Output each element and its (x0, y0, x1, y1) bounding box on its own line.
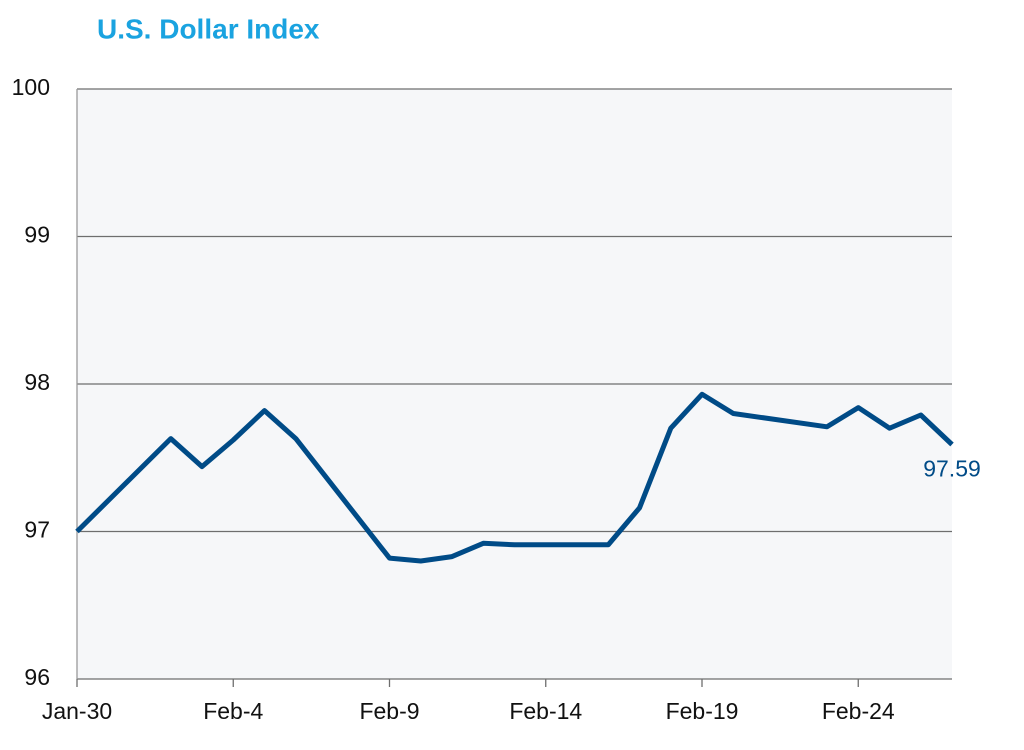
chart-title: U.S. Dollar Index (97, 13, 320, 44)
x-tick-label: Feb-14 (509, 698, 582, 724)
x-tick-label: Feb-19 (666, 698, 739, 724)
x-tick-label: Feb-24 (822, 698, 895, 724)
x-tick-label: Jan-30 (42, 698, 112, 724)
y-tick-label: 96 (24, 664, 50, 690)
x-tick-label: Feb-9 (359, 698, 419, 724)
data-label: 97.59 (923, 456, 981, 482)
x-tick-label: Feb-4 (203, 698, 263, 724)
y-tick-label: 100 (12, 74, 50, 100)
y-tick-label: 99 (24, 222, 50, 248)
y-tick-label: 97 (24, 517, 50, 543)
y-tick-label: 98 (24, 369, 50, 395)
data-line (75, 391, 954, 564)
